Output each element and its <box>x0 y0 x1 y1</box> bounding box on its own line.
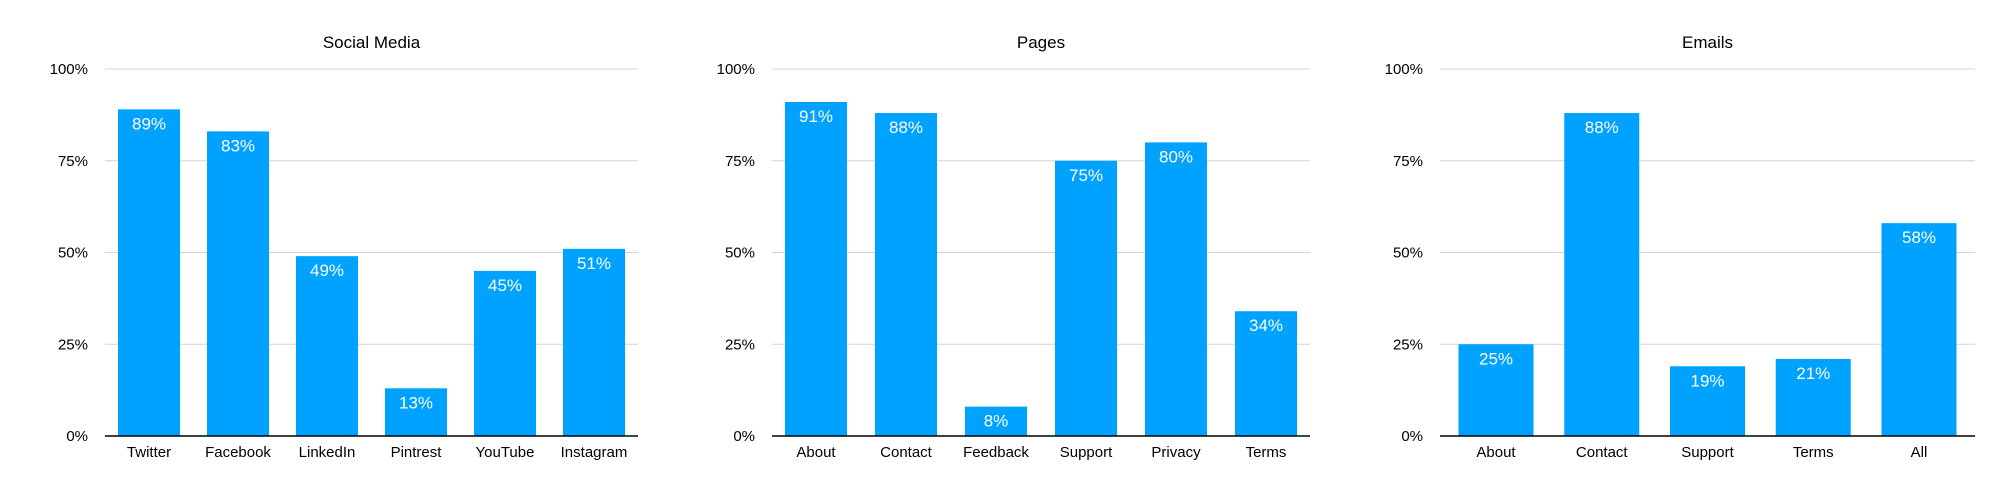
bar <box>1775 358 1851 436</box>
bar-value-label: 34% <box>1249 316 1283 335</box>
y-tick-label: 75% <box>58 153 88 170</box>
x-tick-label: Support <box>1681 444 1734 461</box>
bar-value-label: 25% <box>1479 349 1513 368</box>
y-tick-label: 50% <box>58 245 88 262</box>
x-tick-label: About <box>1476 444 1516 461</box>
y-tick-label: 100% <box>717 61 755 78</box>
y-tick-label: 0% <box>1401 428 1423 445</box>
bar-value-label: 88% <box>1585 118 1619 137</box>
bar <box>785 102 847 436</box>
bar-value-label: 75% <box>1069 166 1103 185</box>
x-tick-label: Feedback <box>963 444 1029 461</box>
bar <box>1564 113 1640 436</box>
bar-value-label: 51% <box>577 254 611 273</box>
bar-value-label: 8% <box>984 412 1009 431</box>
x-tick-label: YouTube <box>476 444 535 461</box>
bar-value-label: 45% <box>488 276 522 295</box>
y-tick-label: 75% <box>1393 153 1423 170</box>
x-tick-label: All <box>1911 444 1928 461</box>
bar-value-label: 21% <box>1796 364 1830 383</box>
bar-value-label: 91% <box>799 107 833 126</box>
chart-panel-2: Emails 0% 25% 50% 75% 100% 25% About 88% Contact 1… <box>1385 33 1975 461</box>
bar <box>1670 366 1745 436</box>
y-tick-label: 100% <box>50 61 88 78</box>
x-tick-label: Twitter <box>127 444 171 461</box>
chart-title: Social Media <box>323 33 421 52</box>
y-tick-label: 0% <box>66 428 88 445</box>
y-tick-label: 100% <box>1385 61 1423 78</box>
y-tick-label: 25% <box>1393 336 1423 353</box>
y-tick-label: 0% <box>733 428 755 445</box>
chart-panel-0: Social Media 0% 25% 50% 75% 100% 89% Twitter 83%… <box>50 33 638 461</box>
bar <box>1235 311 1297 436</box>
bar <box>965 406 1027 436</box>
bar <box>875 113 937 436</box>
bar <box>563 248 625 436</box>
x-tick-label: Terms <box>1793 444 1834 461</box>
x-tick-label: Pintrest <box>391 444 443 461</box>
chart-panel-1: Pages 0% 25% 50% 75% 100% 91% About 88% Contact 8%… <box>717 33 1310 461</box>
x-tick-label: Terms <box>1246 444 1287 461</box>
bar <box>296 256 358 436</box>
bar-value-label: 88% <box>889 118 923 137</box>
bar <box>474 270 536 436</box>
chart-title: Pages <box>1017 33 1065 52</box>
y-tick-label: 50% <box>1393 245 1423 262</box>
bar-value-label: 83% <box>221 136 255 155</box>
x-tick-label: Facebook <box>205 444 271 461</box>
x-tick-label: Contact <box>880 444 933 461</box>
x-tick-label: Privacy <box>1151 444 1201 461</box>
bar-value-label: 49% <box>310 261 344 280</box>
y-tick-label: 75% <box>725 153 755 170</box>
x-tick-label: Support <box>1060 444 1113 461</box>
y-tick-label: 25% <box>725 336 755 353</box>
bar <box>207 131 269 436</box>
bar <box>1145 142 1207 436</box>
bar <box>1055 160 1117 436</box>
bar <box>1881 223 1957 436</box>
bar-value-label: 19% <box>1690 371 1724 390</box>
bar-value-label: 13% <box>399 393 433 412</box>
y-tick-label: 50% <box>725 245 755 262</box>
bar <box>1458 344 1534 436</box>
x-tick-label: Instagram <box>561 444 628 461</box>
bar-value-label: 58% <box>1902 228 1936 247</box>
bar-value-label: 80% <box>1159 147 1193 166</box>
bar-value-label: 89% <box>132 114 166 133</box>
x-tick-label: LinkedIn <box>299 444 356 461</box>
bar <box>385 388 447 436</box>
x-tick-label: About <box>796 444 836 461</box>
y-tick-label: 25% <box>58 336 88 353</box>
bar <box>118 109 180 437</box>
chart-title: Emails <box>1682 33 1733 52</box>
x-tick-label: Contact <box>1576 444 1629 461</box>
